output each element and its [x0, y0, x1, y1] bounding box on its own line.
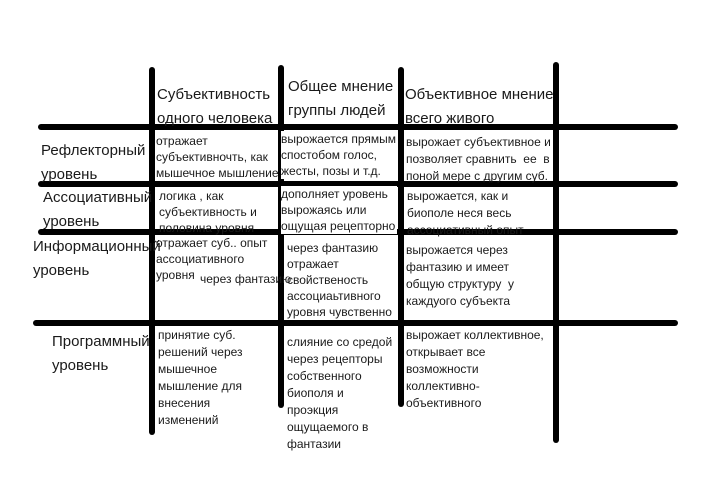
grid-vline-2 [278, 65, 284, 408]
cell-r3c2: через фантазию отражает свойственость ас… [287, 241, 392, 319]
grid-vline-3 [398, 67, 404, 407]
row-header-associative-level: Ассоциативный уровень [43, 189, 153, 230]
cell-r4c2: слияние со средой через рецепторы собств… [287, 335, 393, 451]
grid-hline-1 [38, 124, 678, 130]
cell-r3c3: вырожается через фантазию и имеет общую … [406, 243, 515, 308]
grid-hline-4 [33, 320, 678, 326]
grid-hline-2 [38, 181, 678, 187]
row-header-information-level: Информационный уровень [33, 238, 161, 279]
cell-r3c1-fragment: через фантазию [200, 272, 292, 286]
cell-r4c3: вырожает коллективное, открывает все воз… [406, 328, 544, 410]
cell-r1c2: вырожается прямым спостобом голос, жесты… [281, 131, 399, 179]
column-header-subjectivity: Субъективность одного человека [157, 86, 273, 127]
cell-r2c2: дополняет уровень вырожаясь или ощущая р… [281, 186, 398, 234]
cell-r3c1: отражает суб.. опыт ассоциативного уровн… [156, 236, 268, 282]
grid-vline-1 [149, 67, 155, 435]
cell-r2c1: логика , как субъективность и половина у… [159, 189, 257, 235]
cell-r4c1: принятие суб. решений через мышечное мыш… [158, 328, 243, 427]
column-header-group-opinion: Общее мнение группы людей [288, 78, 394, 119]
column-header-objective-opinion: Объективное мнение всего живого [405, 86, 554, 127]
row-header-reflex-level: Рефлекторный уровень [41, 142, 146, 183]
cell-r2c3: вырожается, как и биополе неся весь ассо… [407, 189, 524, 237]
cell-r1c3: вырожает субъективное и позволяет сравни… [406, 135, 551, 183]
row-header-program-level: Программный уровень [52, 333, 150, 374]
grid-vline-4 [553, 62, 559, 443]
cell-r1c1: отражает субъективночть, как мышечное мы… [156, 134, 279, 180]
